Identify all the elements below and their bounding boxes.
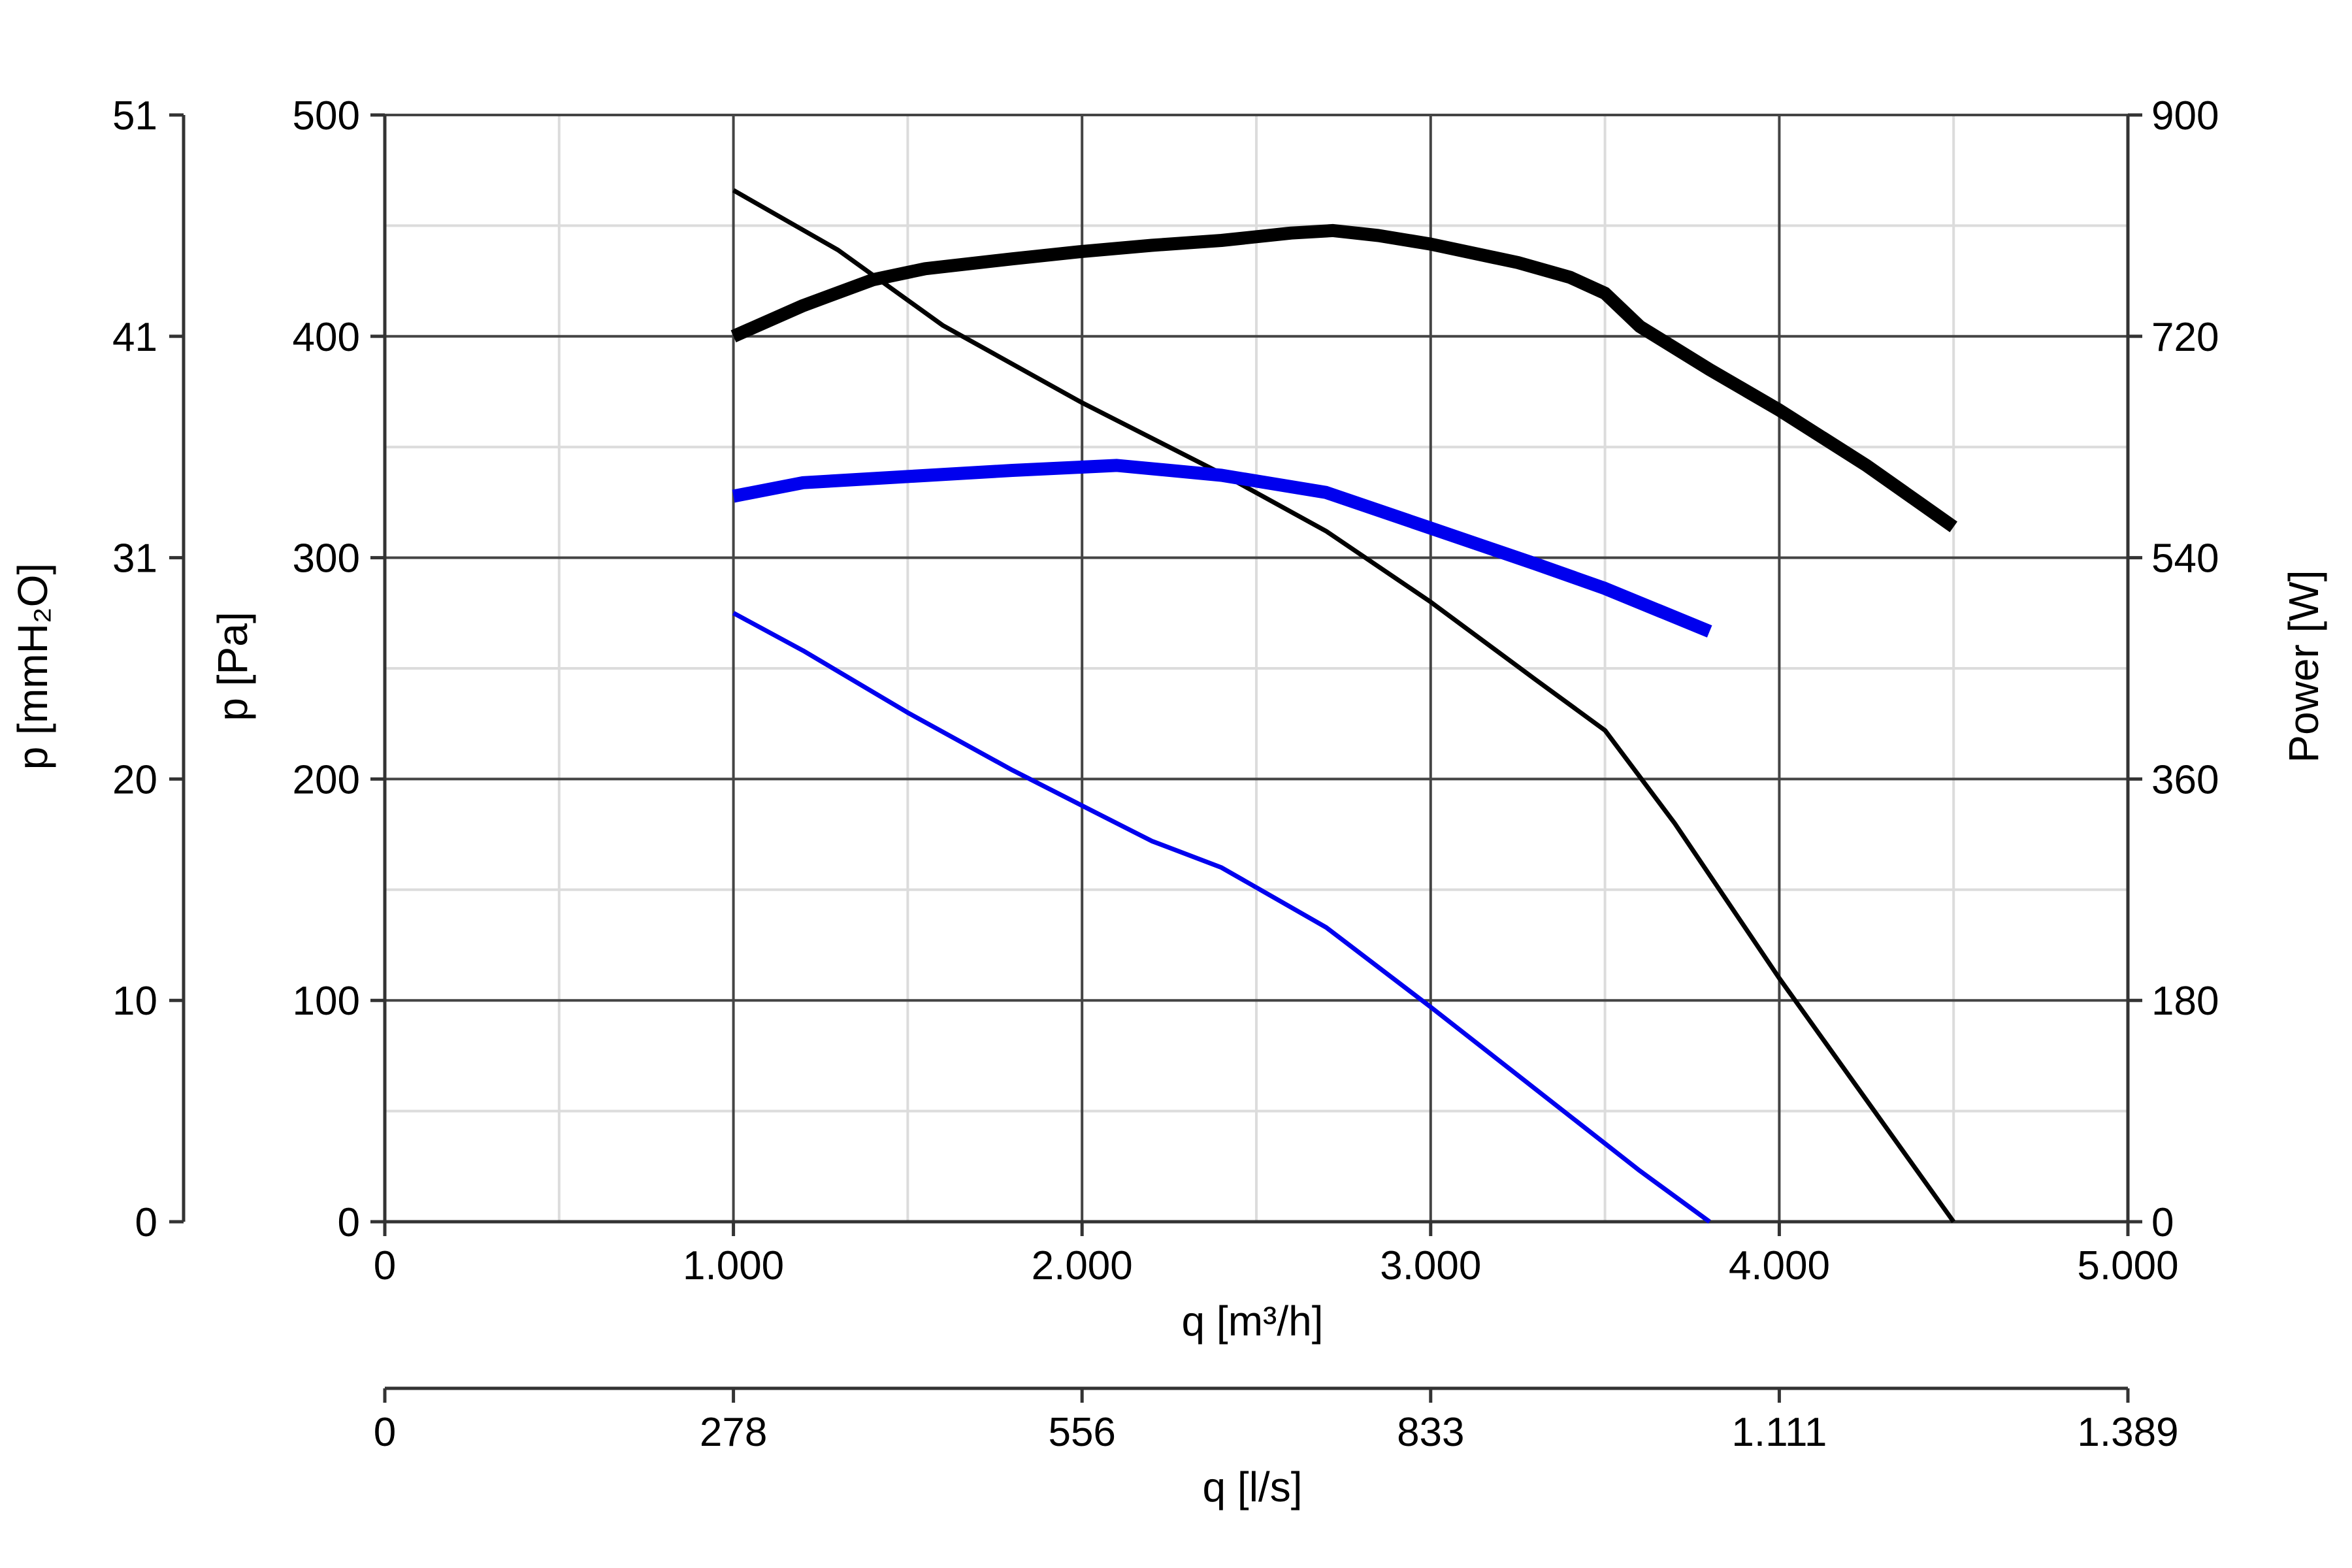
y3-tick-label: 360 [2151, 757, 2219, 802]
axes [169, 113, 2142, 1403]
series-group [730, 188, 1957, 1224]
y-tick-label: 0 [338, 1200, 360, 1245]
x2-axis-title: q [l/s] [1203, 1463, 1303, 1511]
y3-tick-label: 0 [2151, 1200, 2174, 1245]
y3-tick-label: 720 [2151, 315, 2219, 360]
y3-tick-label: 540 [2151, 536, 2219, 581]
y-tick-label: 200 [293, 757, 360, 802]
black-pressure-curve [732, 188, 1956, 1224]
y3-tick-label: 900 [2151, 93, 2219, 139]
y-tick-label: 400 [293, 315, 360, 360]
x-axis-title: q [m³/h] [1182, 1298, 1324, 1345]
y2-tick-label: 0 [135, 1200, 157, 1245]
y2-axis-title: p [mmH₂O] [9, 563, 56, 770]
y-axis-title: p [Pa] [209, 612, 256, 721]
x2-tick-label: 278 [700, 1410, 767, 1455]
y2-tick-label: 41 [112, 315, 157, 360]
y3-tick-label: 180 [2151, 979, 2219, 1024]
y2-tick-label: 10 [112, 979, 157, 1024]
x2-tick-label: 1.111 [1731, 1410, 1827, 1455]
x-tick-label: 5.000 [2077, 1243, 2178, 1288]
y3-axis-title: Power [W] [2280, 570, 2327, 762]
x-tick-label: 3.000 [1380, 1243, 1481, 1288]
y-tick-label: 100 [293, 979, 360, 1024]
blue-pressure-curve [732, 611, 1711, 1224]
y2-tick-label: 20 [112, 757, 157, 802]
x2-tick-label: 1.389 [2077, 1410, 2178, 1455]
x-tick-label: 2.000 [1032, 1243, 1133, 1288]
minor-grid [385, 115, 2128, 1222]
x2-tick-label: 0 [374, 1410, 396, 1455]
y2-tick-label: 31 [112, 536, 157, 581]
x-tick-label: 4.000 [1729, 1243, 1830, 1288]
x2-tick-label: 833 [1397, 1410, 1464, 1455]
y-tick-label: 300 [293, 536, 360, 581]
blue-power-curve [732, 459, 1712, 638]
x-tick-label: 1.000 [683, 1243, 784, 1288]
x-tick-label: 0 [374, 1243, 396, 1288]
y-tick-label: 500 [293, 93, 360, 139]
black-power-curve [730, 223, 1957, 532]
y2-tick-label: 51 [112, 93, 157, 139]
x2-tick-label: 556 [1048, 1410, 1115, 1455]
tick-labels: 001.0002782.0005563.0008334.0001.1115.00… [112, 93, 2219, 1455]
